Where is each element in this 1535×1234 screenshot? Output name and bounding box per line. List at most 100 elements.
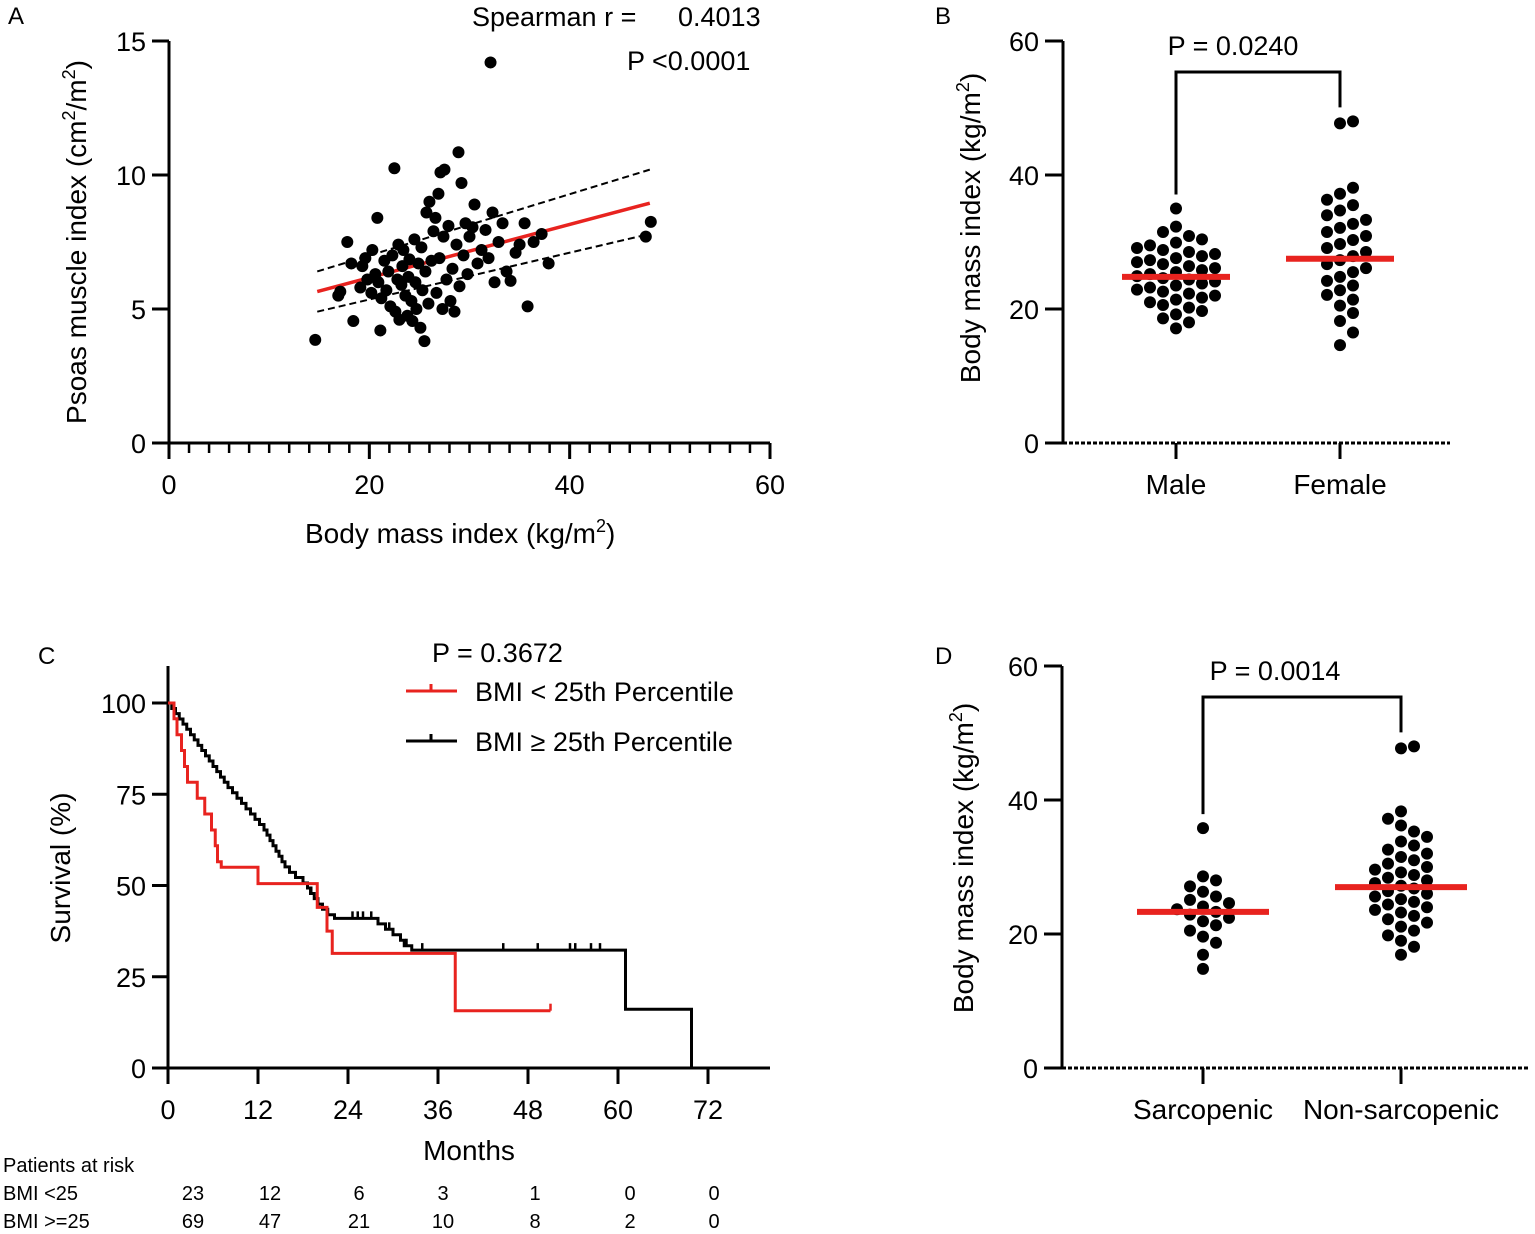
x-tick-label: 12	[243, 1095, 273, 1125]
data-point	[432, 187, 445, 200]
survival-curve-bmi-low	[168, 701, 551, 1013]
data-point	[1347, 115, 1359, 128]
data-point	[1321, 209, 1333, 222]
data-point	[1408, 869, 1420, 882]
x-tick-label: 0	[161, 470, 176, 500]
data-point	[1131, 283, 1143, 296]
data-point	[1360, 213, 1372, 226]
y-tick-label: 60	[1008, 652, 1038, 682]
data-point	[1183, 301, 1195, 314]
data-point	[347, 315, 360, 328]
risk-table-value: 0	[624, 1183, 635, 1205]
data-point	[1347, 181, 1359, 194]
data-point	[1334, 221, 1346, 234]
data-point	[1408, 895, 1420, 908]
y-tick-label: 25	[116, 963, 146, 993]
data-point	[1408, 940, 1420, 953]
data-point	[1144, 239, 1156, 252]
panel-b-category-female: Female	[1293, 469, 1386, 500]
data-point	[438, 163, 451, 176]
data-point	[309, 333, 322, 346]
data-point	[382, 265, 395, 278]
data-point	[1334, 299, 1346, 312]
data-point	[1157, 298, 1169, 311]
x-tick-label: 0	[160, 1095, 175, 1125]
data-point	[365, 286, 378, 299]
data-point	[1170, 220, 1182, 233]
data-point	[416, 284, 429, 297]
data-point	[1131, 242, 1143, 255]
panel-d-category-non-sarcopenic: Non-sarcopenic	[1303, 1094, 1499, 1125]
data-point	[444, 294, 457, 307]
data-point	[496, 217, 509, 230]
data-point	[1408, 909, 1420, 922]
legend-label-bmi-low: BMI < 25th Percentile	[475, 677, 734, 707]
data-point	[1421, 887, 1433, 900]
data-point	[1144, 254, 1156, 267]
data-point	[1395, 934, 1407, 947]
panel-b-label: B	[935, 3, 951, 30]
data-point	[429, 211, 442, 224]
data-point	[1395, 920, 1407, 933]
panel-c-label: C	[38, 643, 55, 670]
data-point	[1183, 260, 1195, 273]
data-point	[1144, 296, 1156, 309]
data-point	[1157, 285, 1169, 298]
panel-c-p-value: P = 0.3672	[432, 638, 563, 668]
data-point	[1334, 187, 1346, 200]
data-point	[1170, 308, 1182, 321]
data-point	[1197, 822, 1209, 835]
risk-table-value: 10	[432, 1211, 454, 1233]
data-point	[437, 230, 450, 243]
data-point	[644, 215, 657, 228]
data-point	[1382, 843, 1394, 856]
y-tick-label: 20	[1009, 295, 1039, 325]
data-point	[463, 230, 476, 243]
data-point	[442, 219, 455, 232]
data-point	[1395, 805, 1407, 818]
data-point	[452, 146, 465, 159]
data-point	[1334, 204, 1346, 217]
panel-b-y-axis-label: Body mass index (kg/m2)	[953, 73, 986, 383]
data-point	[1334, 270, 1346, 283]
data-point	[1395, 850, 1407, 863]
data-point	[471, 257, 484, 270]
data-point	[1369, 903, 1381, 916]
data-point	[1321, 288, 1333, 301]
data-point	[408, 233, 421, 246]
panel-c-survival: C P = 0.3672 BMI < 25th Percentile BMI ≥…	[3, 638, 770, 1233]
data-point	[1197, 885, 1209, 898]
data-point	[1223, 911, 1235, 924]
y-tick-label: 100	[101, 689, 146, 719]
data-point	[1395, 866, 1407, 879]
data-point	[1197, 930, 1209, 943]
significance-bracket	[1174, 70, 1342, 195]
data-point	[492, 236, 505, 248]
data-point	[1321, 193, 1333, 206]
data-point	[1408, 839, 1420, 852]
data-point	[448, 305, 461, 318]
data-point	[639, 230, 652, 243]
data-point	[1347, 199, 1359, 212]
data-point	[1395, 906, 1407, 919]
data-point	[1334, 339, 1346, 352]
panel-a-scatter: A Spearman r = 0.4013 P <0.0001 0 5 10 15 0 2…	[8, 2, 785, 549]
data-point	[412, 257, 425, 270]
data-point	[1321, 242, 1333, 255]
data-point	[1408, 854, 1420, 867]
data-point	[1334, 238, 1346, 251]
data-point	[1184, 924, 1196, 937]
data-point	[446, 262, 459, 275]
y-tick-label: 15	[116, 27, 146, 57]
data-point	[423, 195, 436, 208]
risk-table-value: 47	[259, 1211, 281, 1233]
data-point	[500, 265, 513, 278]
data-point	[1408, 924, 1420, 937]
data-point	[1196, 305, 1208, 318]
data-point	[409, 276, 422, 289]
panel-d-p-value: P = 0.0014	[1210, 656, 1341, 686]
legend-label-bmi-high: BMI ≥ 25th Percentile	[475, 727, 733, 757]
data-point	[1347, 217, 1359, 230]
data-point	[1347, 307, 1359, 320]
data-point	[461, 268, 474, 281]
